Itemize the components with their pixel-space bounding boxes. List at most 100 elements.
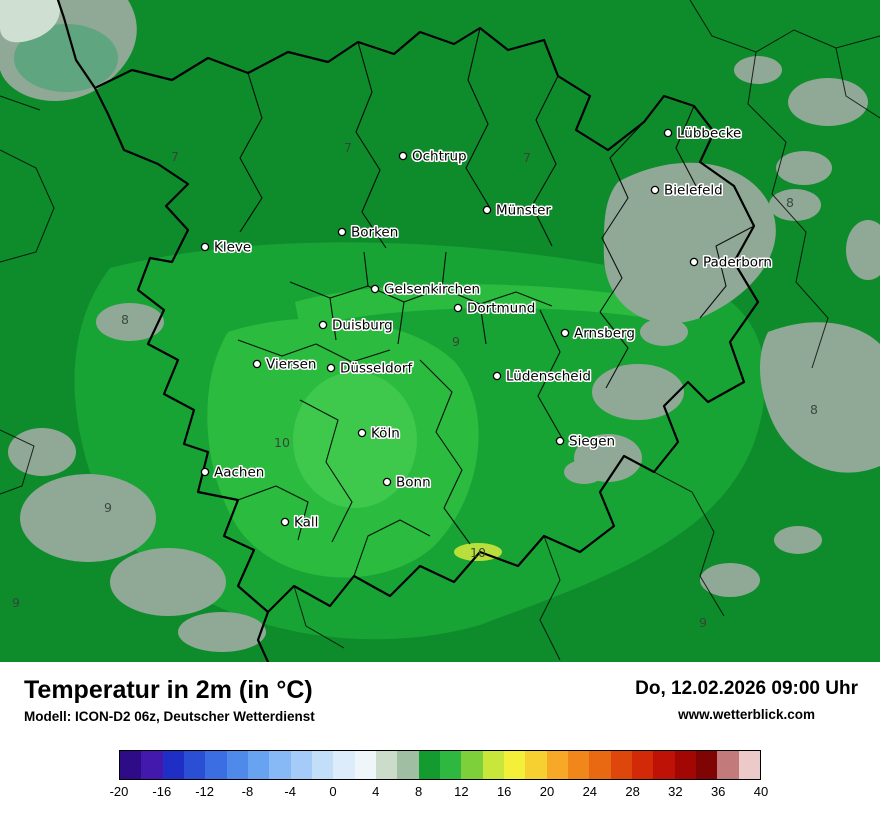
map-patch-gray xyxy=(178,612,266,652)
state-border-nrw xyxy=(93,26,760,614)
city-label: Lübbecke xyxy=(677,126,741,142)
model-info: Modell: ICON-D2 06z, Deutscher Wetterdie… xyxy=(24,709,315,724)
colorbar-tick-label: 40 xyxy=(753,784,769,799)
colorbar-segment xyxy=(525,751,547,779)
colorbar-tick-label: 4 xyxy=(372,784,380,799)
colorbar-segment xyxy=(503,751,526,779)
map-title: Temperatur in 2m (in °C) xyxy=(24,676,313,704)
city-dot xyxy=(280,517,290,527)
colorbar-tick-label: -12 xyxy=(195,784,214,799)
colorbar-tick-label: 24 xyxy=(582,784,598,799)
city-dot xyxy=(492,371,502,381)
district-border xyxy=(329,251,487,345)
map-patch-gray xyxy=(734,56,782,84)
colorbar-segment xyxy=(141,751,163,779)
city-label: Lüdenscheid xyxy=(506,369,591,385)
website-text: www.wetterblick.com xyxy=(678,707,815,722)
footer-header-row: Temperatur in 2m (in °C) Modell: ICON-D2… xyxy=(0,662,880,724)
colorbar-segment xyxy=(269,751,291,779)
district-border xyxy=(419,359,471,545)
city-label: Paderborn xyxy=(703,255,772,271)
map-patch-teal-northwest xyxy=(14,24,118,92)
colorbar-segment xyxy=(567,751,590,779)
colorbar-tick-label: -4 xyxy=(284,784,296,799)
colorbar-segment xyxy=(674,751,696,779)
city-marker-group: Paderborn xyxy=(689,253,773,272)
map-patch-gray xyxy=(640,318,688,346)
colorbar-gradient xyxy=(119,750,761,780)
city-marker-group: Dortmund xyxy=(453,299,537,318)
map-patch-gray xyxy=(776,151,832,185)
temperature-value-label: 9 xyxy=(104,500,112,515)
map-footer: Temperatur in 2m (in °C) Modell: ICON-D2… xyxy=(0,662,880,830)
district-border xyxy=(289,281,553,307)
colorbar-segment xyxy=(439,751,462,779)
city-label: Gelsenkirchen xyxy=(384,282,480,298)
colorbar-segment xyxy=(311,751,334,779)
map-patch-gray xyxy=(700,563,760,597)
temperature-labels-layer: 7 7 7 8 8 9 8 10 9 10 9 9 xyxy=(12,140,818,630)
colorbar-segment xyxy=(375,751,398,779)
map-patch-gray-far-east xyxy=(760,322,880,473)
external-border xyxy=(0,95,41,111)
city-label: Kall xyxy=(294,515,318,531)
temperature-map: 7 7 7 8 8 9 8 10 9 10 9 9 Ochtrup Lübbecke Münster Bie… xyxy=(0,0,880,662)
colorbar-segment xyxy=(247,751,270,779)
national-border-north xyxy=(56,0,97,90)
district-border xyxy=(299,399,353,543)
colorbar-segment xyxy=(738,751,760,779)
city-dot xyxy=(252,359,262,369)
city-label: Aachen xyxy=(214,465,264,481)
city-marker-group: Ochtrup xyxy=(398,147,468,166)
colorbar-segment xyxy=(631,751,654,779)
map-patch-gray xyxy=(564,460,604,484)
colorbar-segment xyxy=(610,751,632,779)
city-marker-group: Münster xyxy=(482,201,553,220)
map-patch-gray xyxy=(96,303,164,341)
footer-right: Do, 12.02.2026 09:00 Uhr www.wetterblick… xyxy=(635,676,858,722)
colorbar-tick-label: 16 xyxy=(496,784,512,799)
city-marker-group: Lüdenscheid xyxy=(492,367,592,386)
city-marker-group: Duisburg xyxy=(318,316,394,335)
district-border xyxy=(537,309,563,439)
city-label: Kleve xyxy=(214,240,251,256)
district-border xyxy=(353,519,431,577)
map-region-ruhr-bright xyxy=(295,284,648,328)
city-label: Bonn xyxy=(396,475,431,491)
national-border-south xyxy=(256,610,270,662)
city-markers-layer: Ochtrup Lübbecke Münster Bielefeld Borken Kle… xyxy=(200,124,773,532)
city-label: Duisburg xyxy=(332,318,393,334)
temperature-colorbar: -20 -16 -12 -8 -4 0 4 8 12 16 20 24 28 32 36 40 xyxy=(110,750,769,802)
city-dot xyxy=(453,303,463,313)
city-label: Düsseldorf xyxy=(340,361,413,377)
colorbar-segment xyxy=(205,751,227,779)
colorbar-tick-label: 8 xyxy=(414,784,423,799)
city-marker-group: Viersen xyxy=(252,355,318,374)
colorbar-tick-labels: -20 -16 -12 -8 -4 0 4 8 12 16 20 24 28 32 36 40 xyxy=(110,784,769,802)
city-dot xyxy=(555,436,565,446)
city-marker-group: Gelsenkirchen xyxy=(370,280,482,299)
city-label: Borken xyxy=(351,225,398,241)
temperature-value-label: 7 xyxy=(344,140,352,155)
external-border xyxy=(539,535,561,661)
colorbar-tick-label: 28 xyxy=(625,784,640,799)
city-dot xyxy=(318,320,328,330)
city-label: Dortmund xyxy=(467,301,535,317)
map-region-light-green xyxy=(293,372,417,508)
colorbar-segment xyxy=(695,751,718,779)
colorbar-segment xyxy=(653,751,675,779)
map-patch-gray xyxy=(846,220,880,280)
colorbar-segment xyxy=(461,751,483,779)
external-border xyxy=(689,0,880,53)
map-canvas: 7 7 7 8 8 9 8 10 9 10 9 9 Ochtrup Lübbecke Münster Bie… xyxy=(0,0,880,662)
city-label: Siegen xyxy=(569,434,615,450)
district-border xyxy=(599,311,629,389)
city-label: Viersen xyxy=(266,357,316,373)
external-border xyxy=(653,471,725,617)
city-marker-group: Bonn xyxy=(382,473,432,492)
city-dot xyxy=(370,284,380,294)
city-dot xyxy=(560,328,570,338)
city-marker-group: Düsseldorf xyxy=(326,359,415,378)
colorbar-tick-label: 12 xyxy=(454,784,469,799)
